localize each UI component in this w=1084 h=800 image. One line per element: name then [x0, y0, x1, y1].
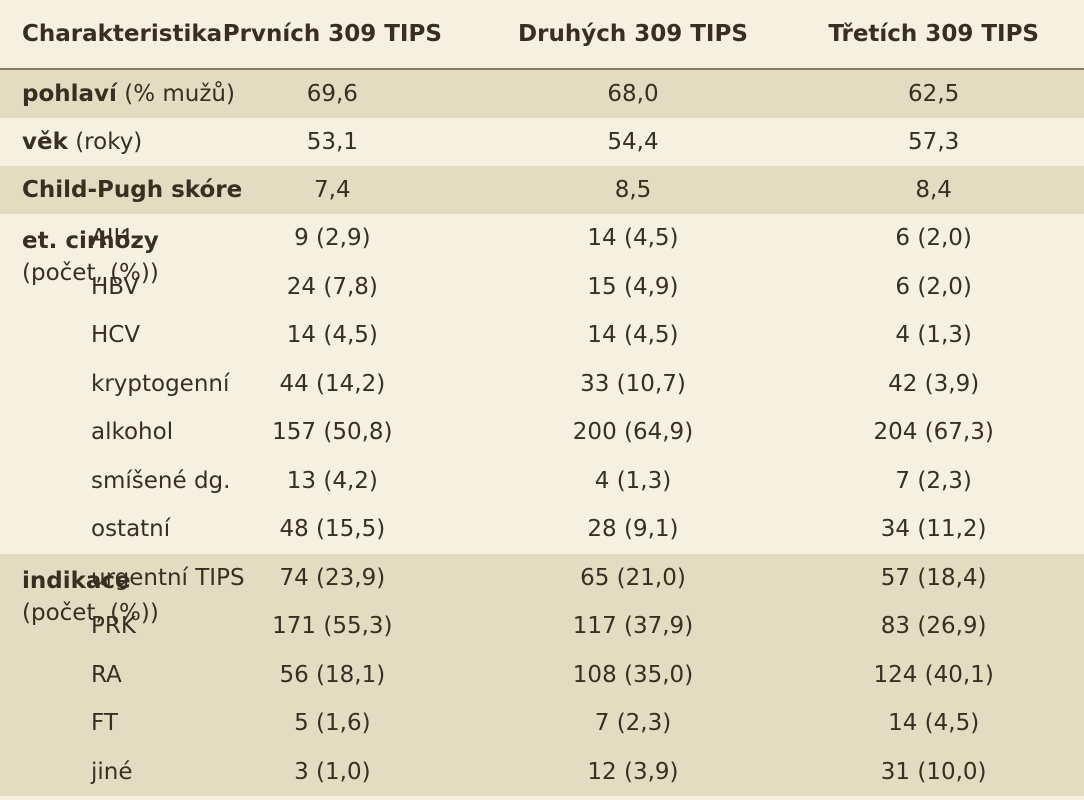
sub-label: FT: [91, 710, 118, 737]
sub-label: smíšené dg.: [91, 467, 231, 494]
row-label-bold: pohlaví: [22, 81, 117, 107]
cell-value: 6 (2,0): [895, 273, 972, 300]
cell-value: 204 (67,3): [873, 419, 994, 446]
etiology-row: smíšené dg. 13 (4,2) 4 (1,3) 7 (2,3): [0, 456, 1084, 505]
cell-value: 83 (26,9): [880, 613, 987, 640]
row-label-rest: (% mužů): [116, 81, 235, 107]
cell-value: 8,4: [915, 177, 952, 203]
cell-value: 69,6: [306, 81, 358, 107]
cell-value: 68,0: [607, 81, 659, 107]
cell-value: 3 (1,0): [294, 758, 371, 785]
etiology-row: alkohol 157 (50,8) 200 (64,9) 204 (67,3): [0, 408, 1084, 457]
cell-value: 14 (4,5): [888, 710, 980, 737]
sub-label: HCV: [91, 322, 141, 349]
sub-label: jiné: [91, 758, 133, 785]
cell-value: 13 (4,2): [286, 467, 378, 494]
cell-value: 12 (3,9): [587, 758, 679, 785]
cell-value: 28 (9,1): [587, 516, 679, 543]
sub-label: kryptogenní: [91, 370, 230, 397]
sub-label: ostatní: [91, 516, 171, 543]
cell-value: 124 (40,1): [873, 661, 994, 688]
indication-row: indikace (počet, (%)) urgentní TIPS 74 (2…: [0, 553, 1084, 626]
cell-value: 7 (2,3): [594, 710, 672, 737]
cell-value: 14 (4,5): [286, 322, 378, 349]
row-label: pohlaví (% mužů): [0, 69, 235, 118]
group-title: et. cirhózy: [22, 228, 159, 254]
cell-value: 7,4: [314, 177, 351, 203]
etiology-row: HCV 14 (4,5) 14 (4,5) 4 (1,3): [0, 311, 1084, 360]
row-child-pugh: Child-Pugh skóre 7,4 8,5 8,4: [0, 166, 1084, 214]
cell-value: 33 (10,7): [580, 370, 686, 397]
cell-value: 31 (10,0): [880, 758, 987, 785]
cell-value: 24 (7,8): [286, 273, 378, 300]
cell-value: 15 (4,9): [587, 273, 679, 300]
cell-value: 4 (1,3): [594, 467, 672, 494]
row-label-bold: Child-Pugh skóre: [22, 177, 243, 203]
row-label-bold: věk: [22, 129, 68, 155]
col-header-third: Třetích 309 TIPS: [783, 0, 1084, 70]
sub-label: PRK: [91, 613, 136, 640]
col-header-characteristic: Charakteristika: [0, 0, 222, 70]
row-label-rest: (roky): [67, 129, 143, 155]
cell-value: 57,3: [908, 129, 960, 155]
etiology-row: kryptogenní 44 (14,2) 33 (10,7) 42 (3,9): [0, 359, 1084, 408]
cell-value: 6 (2,0): [895, 225, 972, 252]
cell-value: 8,5: [614, 177, 652, 203]
cell-value: 53,1: [306, 129, 358, 155]
cell-value: 5 (1,6): [294, 710, 371, 737]
etiology-group-label: et. cirhózy (počet, (%)): [0, 214, 159, 554]
cell-value: 65 (21,0): [580, 564, 686, 591]
col-header-second: Druhých 309 TIPS: [482, 0, 784, 70]
group-subtitle: (počet, (%)): [22, 599, 159, 626]
row-sex: pohlaví (% mužů) 69,6 68,0 62,5: [0, 69, 1084, 118]
cell-value: 171 (55,3): [272, 613, 393, 640]
row-label: věk (roky): [0, 118, 182, 166]
group-title: indikace: [22, 567, 131, 594]
cell-value: 157 (50,8): [272, 419, 393, 446]
cell-value: 108 (35,0): [572, 661, 694, 688]
cell-value: 117 (37,9): [572, 613, 694, 640]
group-subtitle: (počet, (%)): [22, 260, 159, 286]
cell-value: 14 (4,5): [587, 225, 679, 252]
cell-value: 4 (1,3): [895, 322, 972, 349]
cell-value: 200 (64,9): [572, 419, 694, 446]
sub-label: alkohol: [91, 419, 174, 446]
indication-row: RA 56 (18,1) 108 (35,0) 124 (40,1): [0, 650, 1084, 699]
etiology-row: HBV 24 (7,8) 15 (4,9) 6 (2,0): [0, 262, 1084, 311]
sub-label: urgentní TIPS: [91, 564, 245, 591]
cell-value: 14 (4,5): [587, 322, 679, 349]
sub-label: AIH: [91, 225, 131, 252]
cell-value: 34 (11,2): [880, 516, 987, 543]
col-header-first: Prvních 309 TIPS: [182, 0, 483, 70]
cell-value: 48 (15,5): [279, 516, 386, 543]
etiology-row: et. cirhózy (počet, (%)) AIH 9 (2,9) 14 (…: [0, 214, 1084, 286]
cell-value: 57 (18,4): [880, 564, 987, 591]
cell-value: 56 (18,1): [279, 661, 386, 688]
cell-value: 9 (2,9): [294, 225, 371, 252]
cell-value: 44 (14,2): [279, 370, 386, 397]
sub-label: HBV: [91, 273, 140, 300]
row-label: Child-Pugh skóre: [0, 166, 242, 214]
cell-value: 74 (23,9): [279, 564, 386, 591]
indication-group-label: indikace (počet, (%)): [0, 554, 159, 797]
cell-value: 7 (2,3): [895, 467, 972, 494]
sub-label: RA: [91, 661, 122, 688]
header-row: Charakteristika Prvních 309 TIPS Druhých…: [0, 0, 1084, 70]
cell-value: 54,4: [607, 129, 659, 155]
cell-value: 42 (3,9): [888, 370, 980, 397]
etiology-row: ostatní 48 (15,5) 28 (9,1) 34 (11,2): [0, 505, 1084, 554]
indication-row: FT 5 (1,6) 7 (2,3) 14 (4,5): [0, 699, 1084, 748]
indication-row: jiné 3 (1,0) 12 (3,9) 31 (10,0): [0, 747, 1084, 796]
row-age: věk (roky) 53,1 54,4 57,3: [0, 118, 1084, 166]
cell-value: 62,5: [908, 81, 960, 107]
indication-row: PRK 171 (55,3) 117 (37,9) 83 (26,9): [0, 602, 1084, 651]
